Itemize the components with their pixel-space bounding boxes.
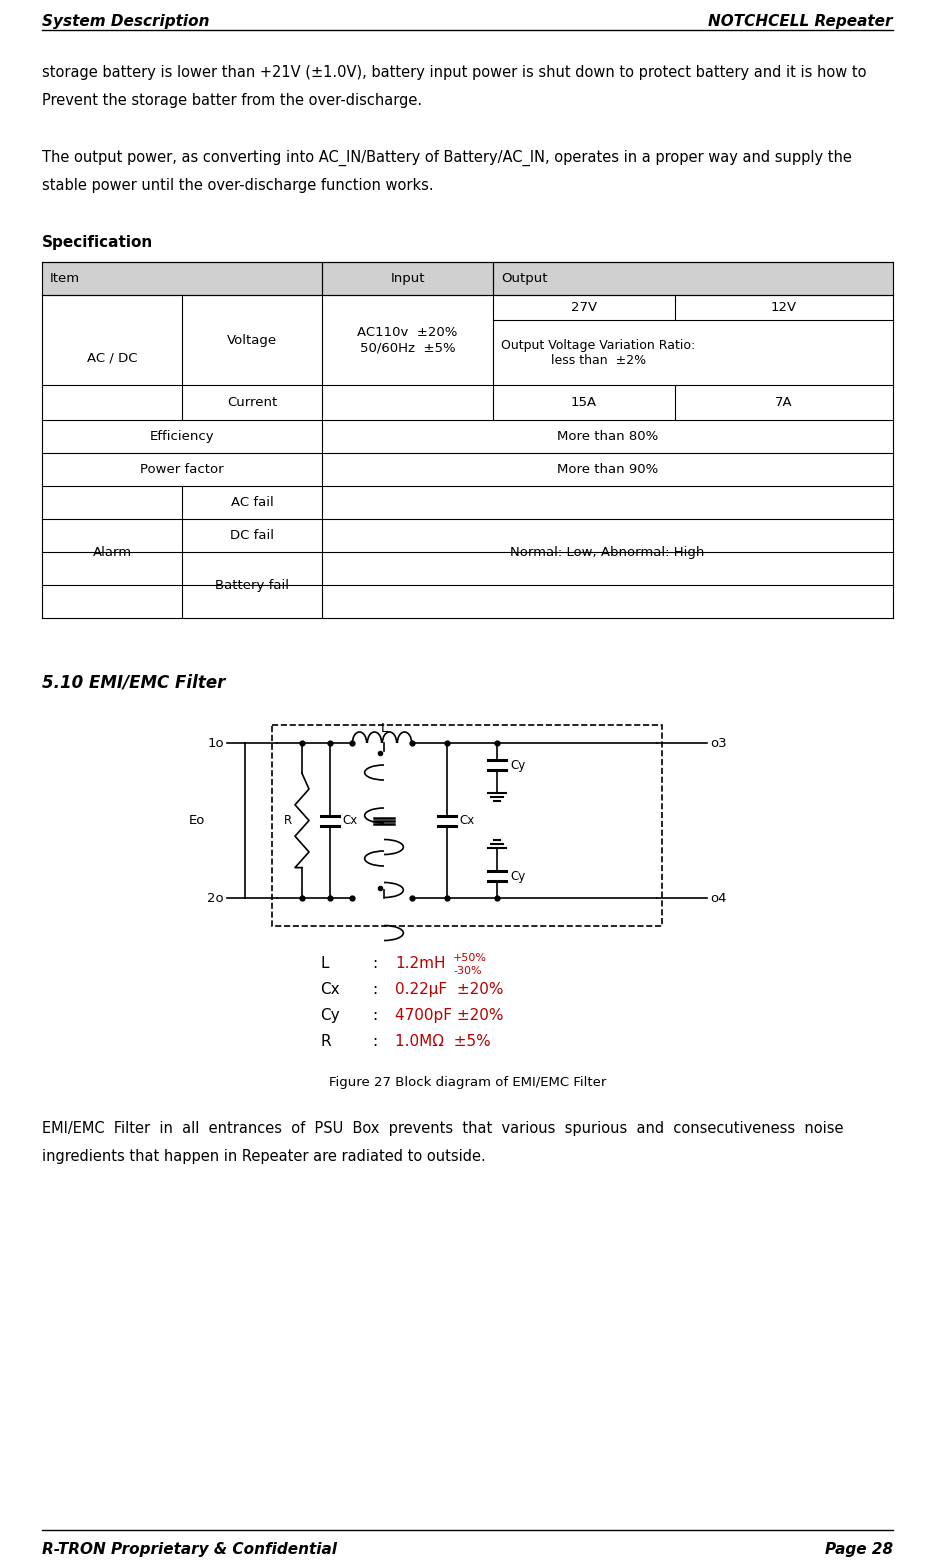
- Text: o3: o3: [710, 737, 726, 749]
- Text: System Description: System Description: [42, 14, 209, 30]
- Text: Voltage: Voltage: [227, 334, 277, 347]
- Text: Input: Input: [390, 272, 424, 286]
- Text: 5.10 EMI/EMC Filter: 5.10 EMI/EMC Filter: [42, 673, 225, 692]
- Text: Specification: Specification: [42, 236, 153, 250]
- Text: Battery fail: Battery fail: [215, 579, 289, 592]
- Text: 27V: 27V: [571, 301, 597, 314]
- Text: DC fail: DC fail: [230, 529, 274, 542]
- Text: NOTCHCELL Repeater: NOTCHCELL Repeater: [709, 14, 893, 30]
- Text: R: R: [284, 813, 292, 827]
- Text: Cx: Cx: [459, 813, 474, 827]
- Text: More than 80%: More than 80%: [557, 429, 658, 443]
- Text: 4700pF ±20%: 4700pF ±20%: [395, 1008, 504, 1022]
- Text: Cy: Cy: [320, 1008, 339, 1022]
- Text: Eo: Eo: [189, 813, 205, 826]
- Text: 15A: 15A: [571, 396, 597, 409]
- Text: Item: Item: [50, 272, 80, 286]
- Text: ingredients that happen in Repeater are radiated to outside.: ingredients that happen in Repeater are …: [42, 1149, 486, 1165]
- Text: :: :: [372, 1008, 378, 1022]
- Text: :: :: [372, 982, 378, 997]
- Text: EMI/EMC  Filter  in  all  entrances  of  PSU  Box  prevents  that  various  spur: EMI/EMC Filter in all entrances of PSU B…: [42, 1121, 843, 1136]
- FancyBboxPatch shape: [42, 262, 893, 295]
- Text: Efficiency: Efficiency: [150, 429, 214, 443]
- Text: R-TRON Proprietary & Confidential: R-TRON Proprietary & Confidential: [42, 1542, 337, 1556]
- Text: 1o: 1o: [208, 737, 224, 749]
- Text: Cx: Cx: [342, 813, 357, 827]
- Text: Figure 27 Block diagram of EMI/EMC Filter: Figure 27 Block diagram of EMI/EMC Filte…: [329, 1076, 606, 1090]
- Text: AC / DC: AC / DC: [87, 351, 137, 364]
- Text: More than 90%: More than 90%: [557, 464, 658, 476]
- Text: -30%: -30%: [453, 966, 482, 976]
- Text: AC110v  ±20%
50/60Hz  ±5%: AC110v ±20% 50/60Hz ±5%: [357, 326, 458, 354]
- Text: 1.2mH: 1.2mH: [395, 955, 445, 971]
- Text: Normal: Low, Abnormal: High: Normal: Low, Abnormal: High: [511, 545, 705, 559]
- Text: Power factor: Power factor: [140, 464, 223, 476]
- Text: o4: o4: [710, 891, 726, 904]
- Text: Cy: Cy: [510, 759, 525, 771]
- Text: 2o: 2o: [208, 891, 224, 904]
- Text: Prevent the storage batter from the over-discharge.: Prevent the storage batter from the over…: [42, 94, 422, 108]
- Text: 0.22μF  ±20%: 0.22μF ±20%: [395, 982, 504, 997]
- Text: stable power until the over-discharge function works.: stable power until the over-discharge fu…: [42, 178, 434, 194]
- Text: Current: Current: [227, 396, 277, 409]
- Text: :: :: [372, 955, 378, 971]
- Text: Cy: Cy: [510, 869, 525, 882]
- Text: 1.0MΩ  ±5%: 1.0MΩ ±5%: [395, 1033, 491, 1049]
- Text: Output: Output: [501, 272, 548, 286]
- Text: 7A: 7A: [775, 396, 793, 409]
- Text: storage battery is lower than +21V (±1.0V), battery input power is shut down to : storage battery is lower than +21V (±1.0…: [42, 66, 867, 80]
- Text: AC fail: AC fail: [231, 496, 273, 509]
- Text: Page 28: Page 28: [825, 1542, 893, 1556]
- Text: 12V: 12V: [771, 301, 797, 314]
- Text: :: :: [372, 1033, 378, 1049]
- Text: L: L: [320, 955, 328, 971]
- Text: +50%: +50%: [453, 954, 487, 963]
- Text: Alarm: Alarm: [93, 545, 132, 559]
- Text: R: R: [320, 1033, 331, 1049]
- Text: L: L: [381, 721, 388, 735]
- Text: Output Voltage Variation Ratio:
less than  ±2%: Output Voltage Variation Ratio: less tha…: [501, 339, 696, 367]
- Text: The output power, as converting into AC_IN/Battery of Battery/AC_IN, operates in: The output power, as converting into AC_…: [42, 150, 852, 165]
- Text: Cx: Cx: [320, 982, 339, 997]
